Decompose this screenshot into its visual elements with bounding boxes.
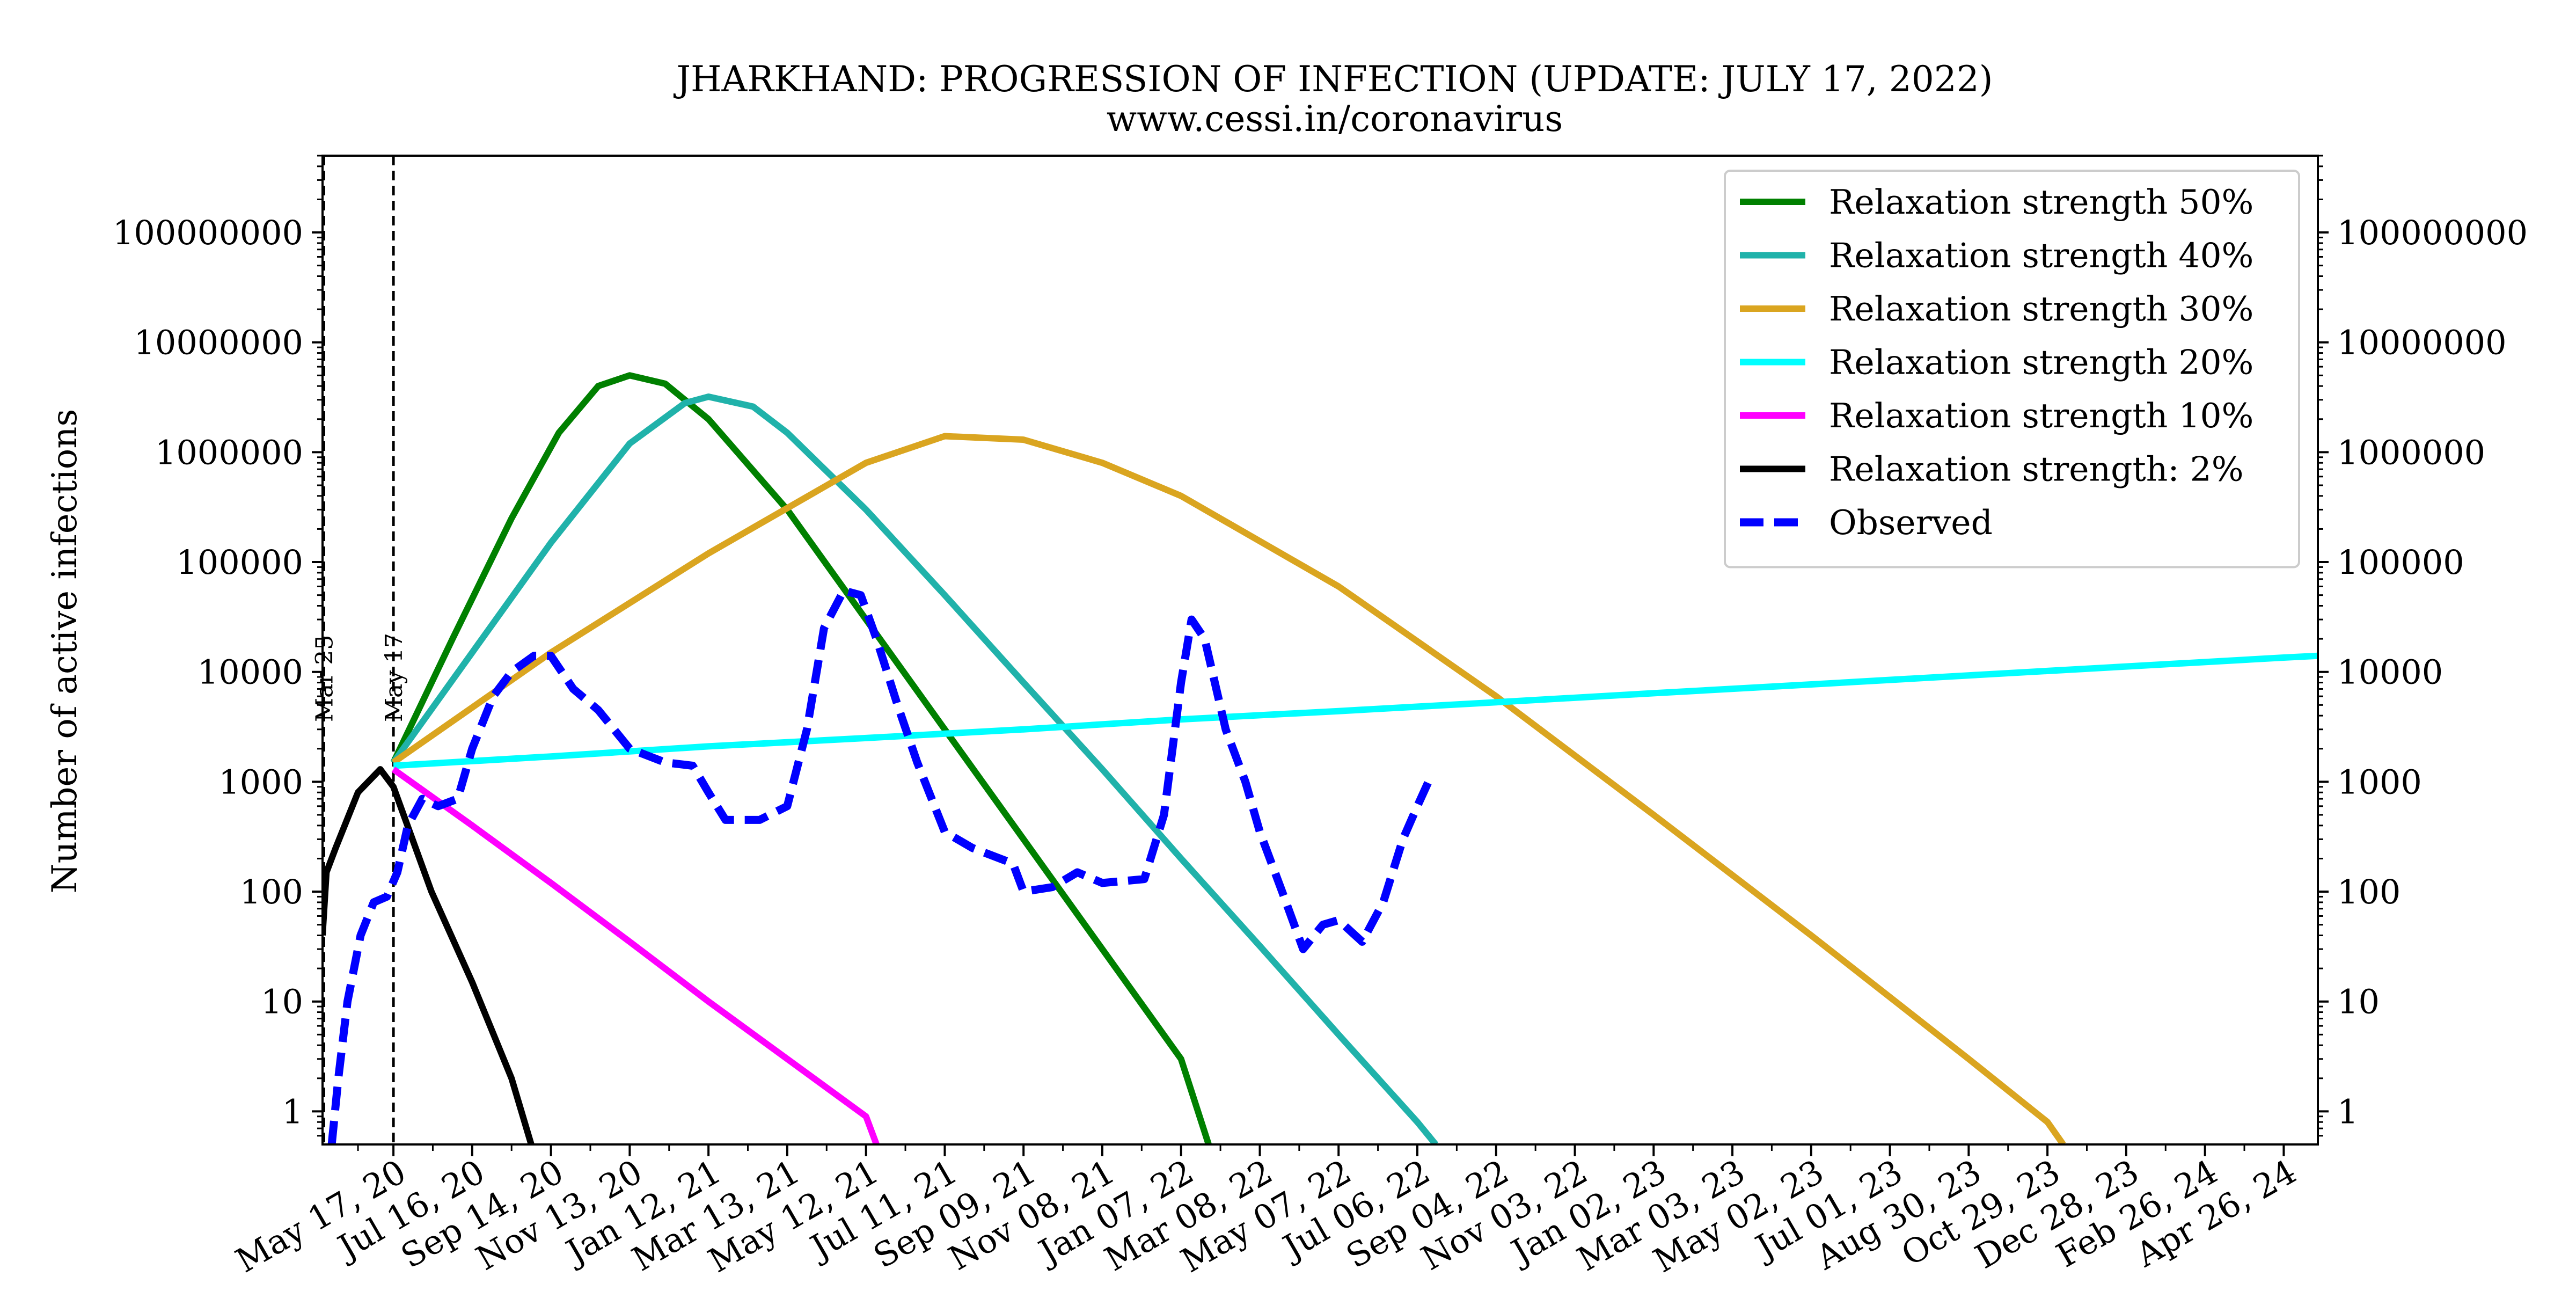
y-tick-label: 100000000 — [113, 213, 303, 252]
plot-frame — [321, 155, 2319, 1146]
reference-line-label: May 17 — [380, 633, 408, 722]
legend-label-relaxation-strength-20: Relaxation strength 20% — [1829, 343, 2253, 382]
y-tick-label-right: 1 — [2337, 1092, 2358, 1131]
series-line-observed — [327, 586, 1435, 1144]
y-tick-label: 1000 — [218, 762, 303, 801]
y-tick-label-right: 10000000 — [2337, 323, 2507, 362]
series-line-relaxation-strength-20 — [393, 652, 2318, 769]
reference-lines: Mar 25 May 17 — [311, 156, 408, 1144]
y-tick-label-right: 100000 — [2337, 543, 2464, 582]
y-tick-label: 10000000 — [134, 323, 303, 362]
legend-label-observed: Observed — [1829, 503, 1993, 542]
chart-title: JHARKHAND: PROGRESSION OF INFECTION (UPD… — [674, 59, 1993, 100]
series-line-relaxation-strength-50 — [390, 372, 1212, 1144]
y-tick-label-right: 100000000 — [2337, 213, 2528, 252]
y-tick-label: 10000 — [197, 653, 303, 692]
legend-label-relaxation-strength-2: Relaxation strength: 2% — [1829, 450, 2244, 489]
legend-label-relaxation-strength-50: Relaxation strength 50% — [1829, 183, 2253, 222]
y-tick-label-right: 100 — [2337, 872, 2401, 911]
legend-label-relaxation-strength-10: Relaxation strength 10% — [1829, 396, 2253, 435]
y-tick-label: 100000 — [176, 543, 303, 582]
y-tick-label: 1000000 — [155, 433, 303, 472]
series-layer — [323, 372, 2318, 1144]
y-tick-label: 100 — [240, 872, 303, 911]
legend-label-relaxation-strength-30: Relaxation strength 30% — [1829, 289, 2253, 329]
series-line-relaxation-strength-2 — [323, 766, 535, 1144]
legend-box — [1724, 170, 2300, 568]
legend-label-relaxation-strength-40: Relaxation strength 40% — [1829, 236, 2253, 275]
y-tick-label-right: 10 — [2337, 982, 2380, 1022]
reference-line-label: Mar 25 — [311, 635, 338, 722]
y-tick-label-right: 1000000 — [2337, 433, 2485, 472]
series-line-relaxation-strength-40 — [391, 393, 1438, 1144]
series-line-relaxation-strength-30 — [391, 433, 2066, 1144]
series-line-relaxation-strength-10 — [391, 767, 880, 1144]
y-tick-label-right: 10000 — [2337, 653, 2443, 692]
y-tick-label: 1 — [282, 1092, 303, 1131]
y-tick-label-right: 1000 — [2337, 762, 2422, 801]
chart-subtitle: www.cessi.in/coronavirus — [1107, 98, 1563, 140]
legend: Relaxation strength 50% Relaxation streng… — [1724, 170, 2300, 568]
y-tick-label: 10 — [261, 982, 303, 1022]
y-axis-label: Number of active infections — [45, 409, 85, 894]
